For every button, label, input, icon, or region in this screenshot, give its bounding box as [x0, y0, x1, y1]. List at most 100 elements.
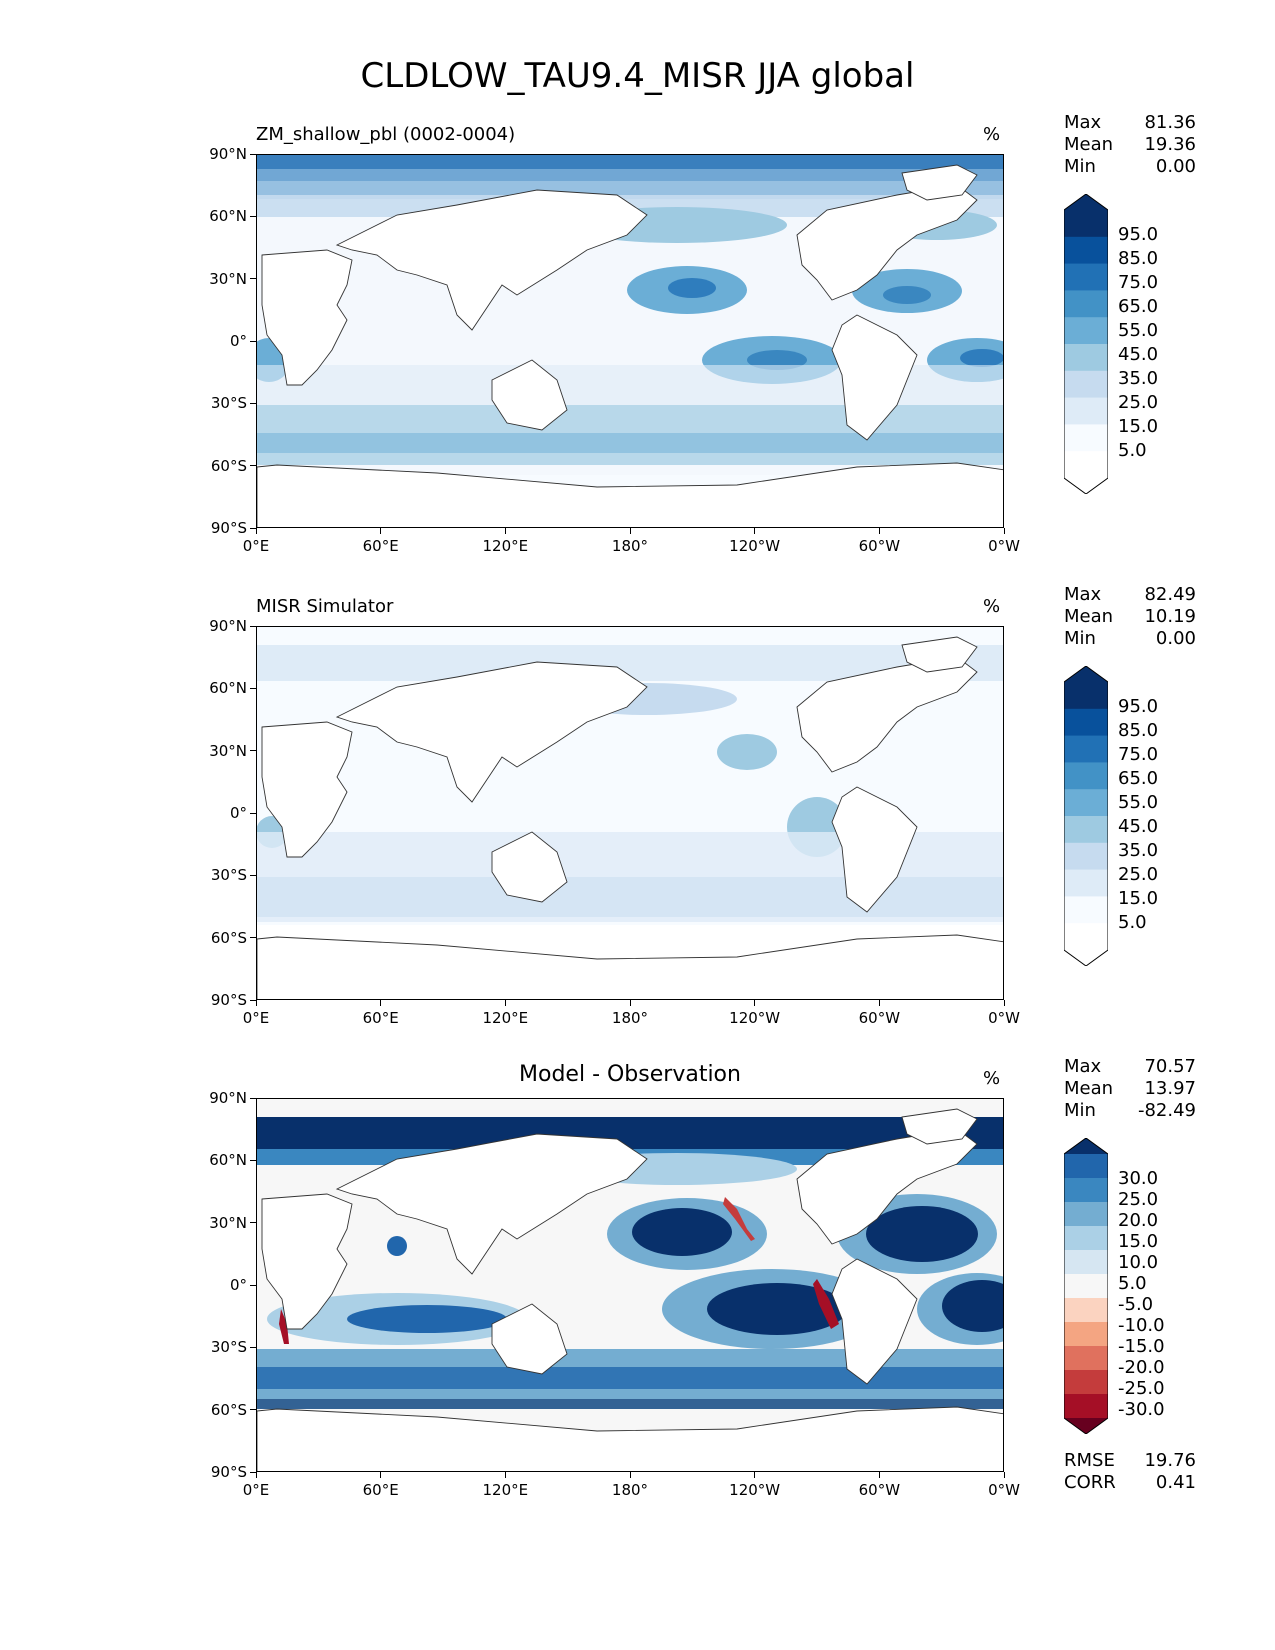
panel1-cbar-label: 15.0 — [1118, 416, 1159, 437]
lat-tick-label: 30°S — [210, 866, 247, 885]
panel1-colorbar-segment — [1064, 317, 1108, 345]
lon-tick — [255, 528, 257, 534]
panel3-colorbar-segment — [1064, 1226, 1108, 1251]
panel1-cbar-label: 65.0 — [1118, 296, 1159, 317]
panel2-min-value: 0.00 — [1155, 628, 1196, 649]
lon-tick — [754, 1000, 756, 1006]
lon-tick-label: 0°W — [988, 1009, 1020, 1027]
panel2-cbar-label: 75.0 — [1118, 744, 1159, 765]
panel2-cbar-label: 35.0 — [1118, 840, 1159, 861]
panel1-min-label: Min — [1064, 156, 1096, 177]
lat-tick — [250, 999, 256, 1001]
panel1-max-label: Max — [1064, 112, 1102, 133]
panel3-colorbar-top — [1064, 1138, 1108, 1154]
panel3-min-label: Min — [1064, 1100, 1096, 1121]
panel2-cbar-label: 15.0 — [1118, 888, 1159, 909]
panel1-colorbar-segment — [1064, 344, 1108, 372]
lon-tick-label: 120°E — [482, 537, 529, 555]
lon-tick — [1003, 528, 1005, 534]
panel2-colorbar-segment — [1064, 816, 1108, 844]
panel2-colorbar-segment — [1064, 789, 1108, 817]
lat-tick — [250, 1097, 256, 1099]
panel3-unit: % — [983, 1068, 1001, 1089]
lon-tick — [504, 1472, 506, 1478]
lat-tick — [250, 278, 256, 280]
panel2-colorbar-segment — [1064, 682, 1108, 710]
panel3-colorbar-segment — [1064, 1370, 1108, 1395]
lon-tick — [380, 1000, 382, 1006]
panel2-colorbar-segment — [1064, 923, 1108, 951]
panel3-map — [256, 1098, 1004, 1472]
lat-tick — [250, 625, 256, 627]
panel1-cbar-label: 55.0 — [1118, 320, 1159, 341]
panel2-cbar-label: 45.0 — [1118, 816, 1159, 837]
panel3-cbar-label: -5.0 — [1118, 1294, 1154, 1315]
lat-tick — [250, 1471, 256, 1473]
panel3-rmse-value: 19.76 — [1144, 1450, 1196, 1471]
panel1-colorbar — [1064, 194, 1108, 494]
panel3-cbar-label: -20.0 — [1118, 1357, 1165, 1378]
lat-tick-label: 90°S — [210, 519, 247, 537]
panel1-colorbar-segment — [1064, 263, 1108, 291]
panel3-min-value: -82.49 — [1137, 1100, 1196, 1121]
lon-tick-label: 180° — [611, 1009, 649, 1027]
lat-tick-label: 90°S — [210, 1463, 247, 1481]
lat-tick-label: 90°S — [210, 991, 247, 1009]
lat-tick-label: 30°S — [210, 394, 247, 413]
lat-tick — [250, 465, 256, 467]
lon-tick-label: 0°W — [988, 537, 1020, 555]
lat-tick-label: 30°S — [210, 1338, 247, 1357]
panel1-mean-value: 19.36 — [1144, 134, 1196, 155]
panel1-colorbar-segment — [1064, 451, 1108, 479]
lon-tick-label: 120°W — [729, 1481, 781, 1499]
lon-tick-label: 120°E — [482, 1009, 529, 1027]
lat-tick — [250, 1222, 256, 1224]
panel3-corr-label: CORR — [1064, 1472, 1116, 1493]
lat-tick — [250, 1346, 256, 1348]
panel2-title: MISR Simulator — [256, 596, 394, 617]
panel1-cbar-label: 85.0 — [1118, 248, 1159, 269]
panel3-colorbar-segment — [1064, 1250, 1108, 1275]
lat-tick-label: 60°N — [209, 207, 247, 226]
lat-tick — [250, 687, 256, 689]
panel2-mean-label: Mean — [1064, 606, 1114, 627]
panel3-cbar-label: 25.0 — [1118, 1189, 1159, 1210]
panel3-colorbar-segment — [1064, 1298, 1108, 1323]
lon-tick — [255, 1000, 257, 1006]
panel1-colorbar-segment — [1064, 290, 1108, 318]
panel1-colorbar-bottom — [1064, 478, 1108, 494]
panel2-field — [257, 627, 1003, 999]
panel1-cbar-label: 95.0 — [1118, 224, 1159, 245]
lat-tick-label: 90°N — [209, 1089, 247, 1107]
panel3-colorbar-segment — [1064, 1322, 1108, 1347]
panel2-unit: % — [983, 596, 1001, 617]
panel3-title: Model - Observation — [519, 1062, 741, 1087]
lon-tick — [629, 528, 631, 534]
panel3-colorbar — [1064, 1138, 1108, 1434]
panel1-title: ZM_shallow_pbl (0002-0004) — [256, 124, 516, 145]
panel1-colorbar-segment — [1064, 236, 1108, 265]
lon-tick — [255, 1472, 257, 1478]
figure-title: CLDLOW_TAU9.4_MISR JJA global — [360, 56, 915, 96]
lon-tick-label: 120°W — [729, 537, 781, 555]
lon-tick — [380, 528, 382, 534]
panel1-colorbar-top — [1064, 194, 1108, 210]
lon-tick — [878, 1472, 880, 1478]
panel3-max-label: Max — [1064, 1056, 1102, 1077]
panel2-cbar-label: 65.0 — [1118, 768, 1159, 789]
lat-tick-label: 90°N — [209, 617, 247, 635]
panel1-min-value: 0.00 — [1155, 156, 1196, 177]
panel1-colorbar-segment — [1064, 397, 1108, 425]
lat-tick — [250, 215, 256, 217]
panel3-cbar-label: 15.0 — [1118, 1231, 1159, 1252]
panel3-rmse-label: RMSE — [1064, 1450, 1115, 1471]
panel1-field — [257, 155, 1003, 527]
lon-tick — [878, 528, 880, 534]
lat-tick — [250, 340, 256, 342]
panel3-colorbar-segment — [1064, 1346, 1108, 1371]
lat-tick-label: 0° — [229, 332, 247, 350]
panel3-cbar-label: 20.0 — [1118, 1210, 1159, 1231]
panel2-colorbar-segment — [1064, 896, 1108, 924]
panel2-colorbar-segment — [1064, 762, 1108, 790]
panel3-colorbar-segment — [1064, 1274, 1108, 1299]
